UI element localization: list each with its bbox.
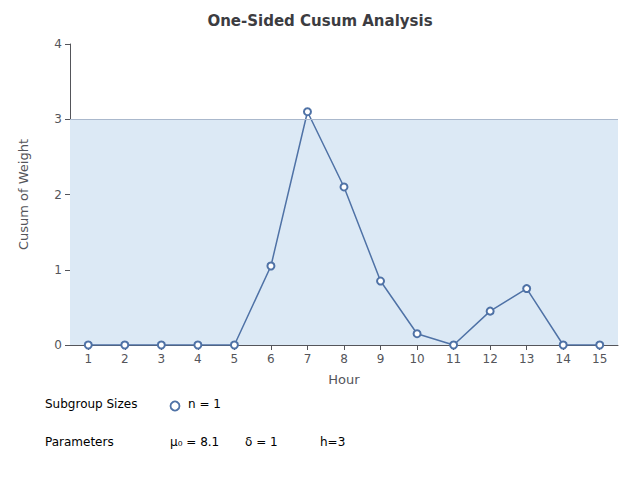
svg-text:13: 13 xyxy=(519,352,534,366)
svg-text:Parameters: Parameters xyxy=(45,435,114,449)
svg-text:One-Sided Cusum Analysis: One-Sided Cusum Analysis xyxy=(207,12,432,30)
svg-text:0: 0 xyxy=(54,338,62,352)
svg-text:11: 11 xyxy=(446,352,461,366)
svg-text:12: 12 xyxy=(482,352,497,366)
svg-text:n = 1: n = 1 xyxy=(188,397,221,411)
svg-text:1: 1 xyxy=(84,352,92,366)
svg-text:3: 3 xyxy=(158,352,166,366)
svg-text:3: 3 xyxy=(54,112,62,126)
svg-text:5: 5 xyxy=(231,352,239,366)
svg-text:μ₀ = 8.1: μ₀ = 8.1 xyxy=(170,435,219,449)
svg-text:2: 2 xyxy=(54,188,62,202)
svg-text:10: 10 xyxy=(409,352,424,366)
svg-text:7: 7 xyxy=(304,352,312,366)
svg-text:1: 1 xyxy=(54,263,62,277)
svg-text:2: 2 xyxy=(121,352,129,366)
svg-text:14: 14 xyxy=(556,352,571,366)
svg-text:6: 6 xyxy=(267,352,275,366)
svg-text:δ = 1: δ = 1 xyxy=(245,435,278,449)
svg-text:h=3: h=3 xyxy=(320,435,345,449)
svg-text:Hour: Hour xyxy=(328,372,360,387)
svg-text:Cusum of Weight: Cusum of Weight xyxy=(16,139,31,250)
svg-text:9: 9 xyxy=(377,352,385,366)
svg-text:15: 15 xyxy=(592,352,607,366)
svg-text:4: 4 xyxy=(54,37,62,51)
svg-text:8: 8 xyxy=(340,352,348,366)
svg-text:Subgroup Sizes: Subgroup Sizes xyxy=(45,397,137,411)
svg-text:4: 4 xyxy=(194,352,202,366)
